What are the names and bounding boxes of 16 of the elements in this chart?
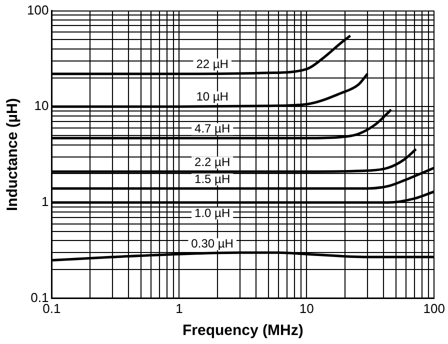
series-label: 1.0 µH (194, 206, 230, 220)
series-label: 10 µH (196, 90, 228, 104)
y-tick-label: 100 (26, 2, 49, 18)
series-label: 0.30 µH (191, 236, 234, 251)
series-label: 1.5 µH (194, 172, 230, 186)
x-axis-title: Frequency (MHz) (182, 322, 304, 340)
series-label: 4.7 µH (194, 121, 230, 136)
y-axis-title: Inductance (µH) (4, 98, 22, 212)
x-tick-label: 100 (423, 300, 446, 316)
x-tick-label: 10 (299, 300, 314, 316)
x-tick-label: 1 (176, 300, 183, 316)
y-tick-label: 1 (41, 194, 49, 210)
series-label: 22 µH (196, 56, 228, 71)
series-label: 2.2 µH (194, 154, 230, 169)
y-tick-label: 10 (34, 98, 49, 114)
y-tick-label: 0.1 (30, 290, 49, 305)
